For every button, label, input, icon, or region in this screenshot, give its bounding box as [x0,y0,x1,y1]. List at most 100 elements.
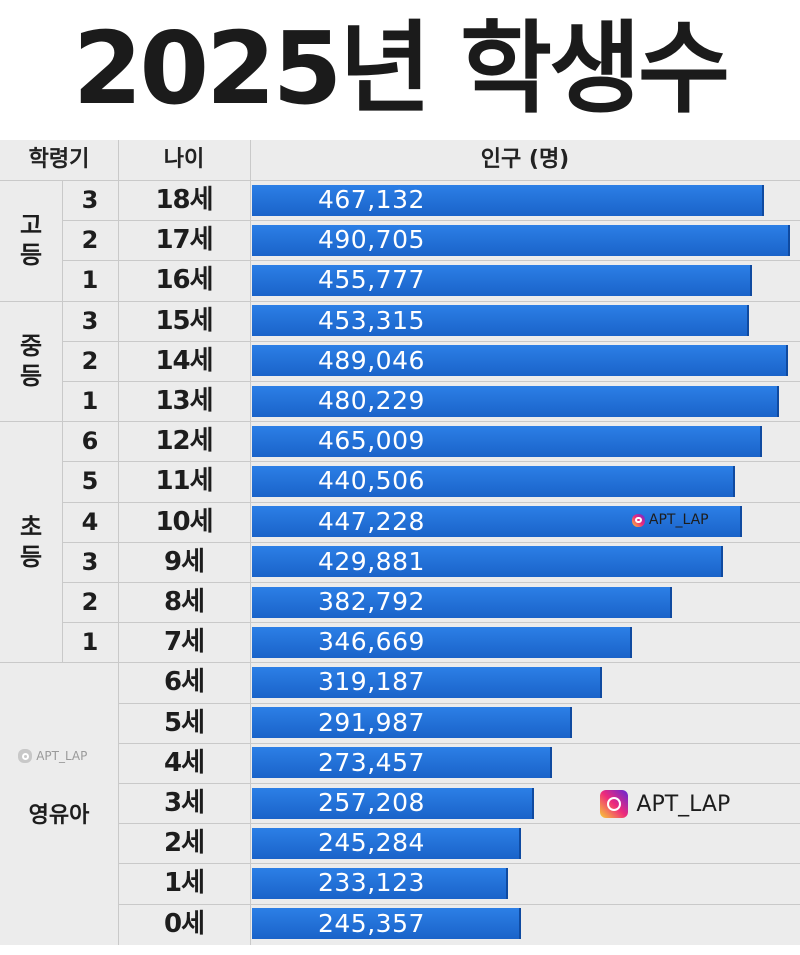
population-bar [252,465,735,497]
population-value-label: 319,187 [318,667,425,697]
age-cell: 13세 [155,386,213,416]
row-divider [62,461,800,463]
population-value-label: 291,987 [318,707,425,737]
grade-cell: 1 [81,387,99,415]
row-divider [62,260,800,262]
age-cell: 9세 [163,546,205,577]
population-value-label: 273,457 [318,747,425,777]
grade-cell: 3 [81,186,99,214]
row-divider [62,340,800,342]
population-value-label: 245,284 [318,828,425,858]
age-cell: 7세 [163,627,205,658]
header-population: 인구 (명) [480,147,570,172]
watermark: APT_LAP [600,790,730,818]
watermark: APT_LAP [632,512,709,528]
population-bar [252,707,573,739]
row-divider [62,622,800,624]
row-divider [62,582,800,583]
population-bar [252,666,602,698]
age-cell: 11세 [155,466,213,497]
row-divider [0,300,800,302]
population-value-label: 440,506 [318,466,425,496]
row-divider [0,662,800,664]
population-value-label: 467,132 [318,185,425,214]
age-cell: 16세 [155,265,213,296]
grade-cell: 3 [81,306,99,335]
grade-cell: 2 [81,226,99,255]
age-cell: 2세 [163,828,205,859]
population-bar [252,908,521,940]
header-age: 나이 [163,147,205,172]
school-level-label: 초등 [19,512,43,571]
row-divider [0,180,800,181]
population-value-label: 382,792 [318,587,425,616]
population-bar [252,184,765,216]
watermark: APT_LAP [18,749,87,763]
age-cell: 14세 [155,345,213,376]
population-bar [252,264,752,296]
age-cell: 10세 [155,506,213,537]
population-bar [252,385,779,417]
population-bar [252,787,534,819]
population-value-label: 490,705 [318,225,425,255]
row-divider [62,541,800,543]
watermark-text: APT_LAP [36,749,88,763]
age-cell: 4세 [163,747,205,778]
population-value-label: 489,046 [318,345,425,375]
age-cell: 12세 [155,426,213,457]
population-value-label: 465,009 [318,426,425,456]
population-bar [252,867,508,899]
grade-cell: 1 [81,266,99,295]
population-value-label: 346,669 [318,627,425,657]
student-population-table: 학령기 나이 인구 (명) 3 18세 467,132 2 17세 490,705 1 16세… [0,140,800,945]
population-value-label: 480,229 [318,386,425,415]
population-bar [252,546,724,578]
age-cell: 1세 [163,868,205,899]
age-cell: 5세 [163,707,205,738]
grade-cell: 6 [81,427,99,456]
population-bar [252,425,762,457]
age-cell: 0세 [163,908,205,939]
population-bar [252,224,790,256]
population-value-label: 447,228 [318,506,425,536]
row-divider [118,903,800,905]
grade-cell: 1 [81,628,99,657]
grade-cell: 2 [81,346,99,375]
population-bar [252,747,552,779]
population-value-label: 453,315 [318,305,425,335]
grade-cell: 2 [81,588,99,616]
population-value-label: 245,357 [318,908,425,938]
age-cell: 18세 [155,185,213,215]
row-divider [118,783,800,784]
row-divider [118,702,800,704]
population-bar [252,626,633,658]
population-value-label: 429,881 [318,546,425,576]
instagram-icon [632,513,645,527]
page-title: 2025년 학생수 [72,10,730,127]
row-divider [118,863,800,865]
header-level: 학령기 [28,147,90,172]
population-bar [252,305,749,337]
school-level-label: 영유아 [28,803,90,829]
population-value-label: 233,123 [318,868,425,898]
row-divider [62,220,800,222]
population-bar [252,586,672,618]
grade-cell: 5 [81,467,99,496]
row-divider [118,823,800,825]
school-level-label: 고등 [19,211,43,270]
age-cell: 15세 [155,305,213,336]
row-divider [118,742,800,744]
instagram-icon [18,749,32,763]
population-bar [252,506,743,538]
age-cell: 6세 [163,667,205,698]
grade-cell: 3 [81,547,99,576]
age-cell: 3세 [163,788,205,818]
population-bar [252,827,521,859]
watermark-text: APT_LAP [636,791,731,817]
population-bar [252,345,789,377]
watermark-text: APT_LAP [648,512,709,528]
population-value-label: 455,777 [318,265,425,295]
row-divider [62,501,800,503]
population-value-label: 257,208 [318,788,425,817]
row-divider [62,381,800,382]
